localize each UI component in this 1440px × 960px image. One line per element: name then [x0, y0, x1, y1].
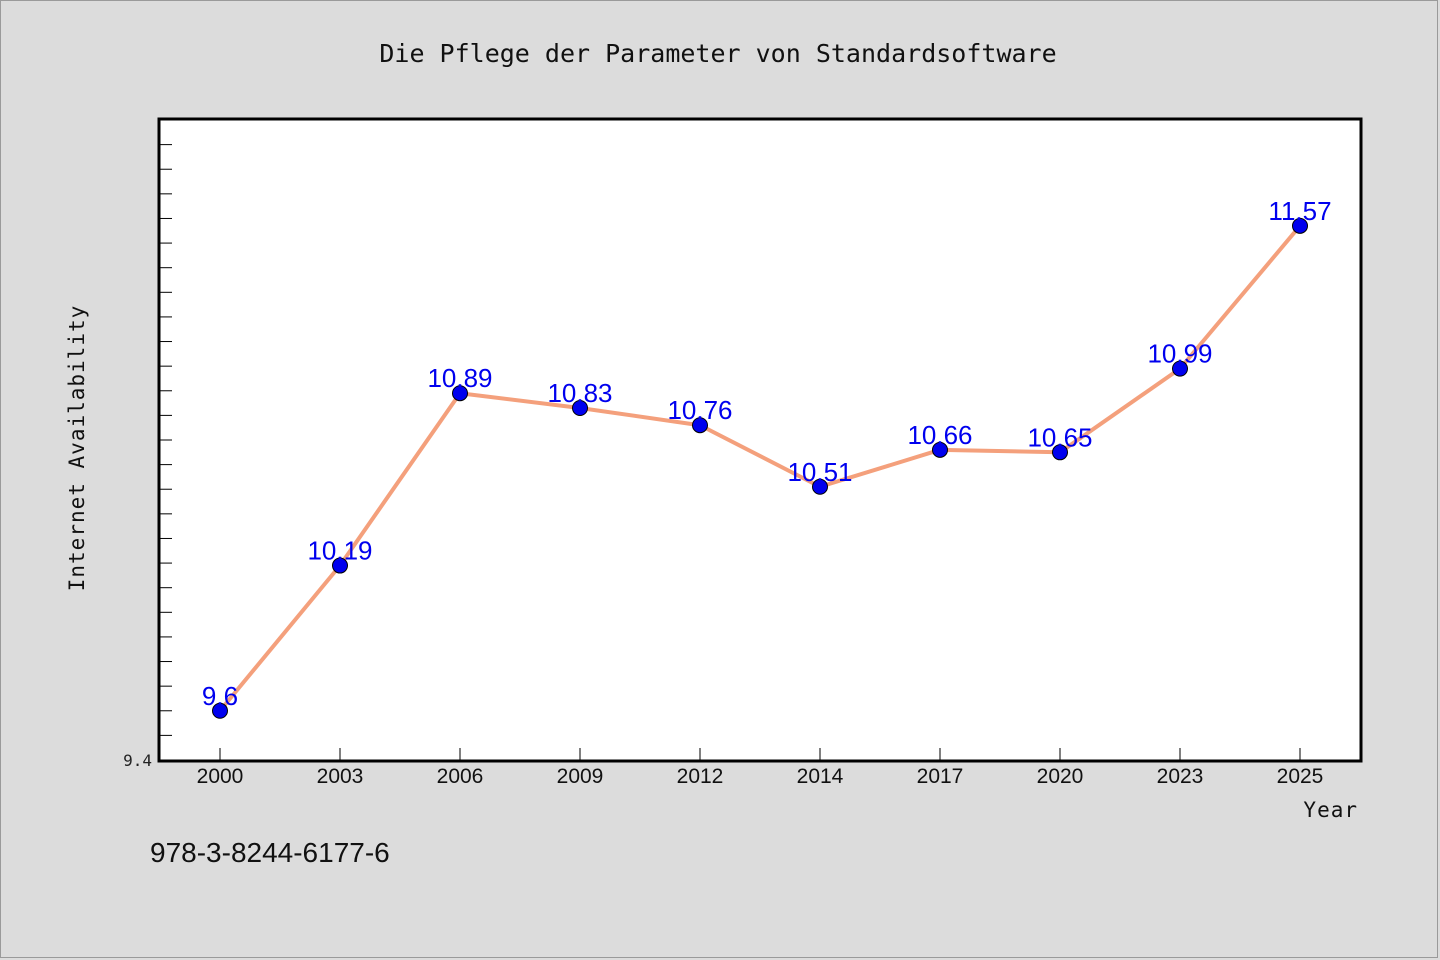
- y-axis-ticks: 9.4: [123, 144, 172, 770]
- x-tick-label: 2023: [1157, 765, 1204, 788]
- x-tick-label: 2014: [797, 765, 844, 788]
- x-tick-label: 2006: [437, 765, 484, 788]
- x-tick-label: 2000: [197, 765, 244, 788]
- data-point: [452, 385, 468, 402]
- data-point: [572, 400, 588, 416]
- data-point: [332, 557, 348, 574]
- x-axis-label: Year: [1303, 798, 1358, 822]
- x-tick-label: 2009: [557, 765, 604, 788]
- data-label: 11.57: [1268, 196, 1331, 226]
- data-point: [692, 417, 708, 434]
- series-markers: [212, 217, 1308, 719]
- data-point: [212, 702, 228, 719]
- plot-area: [157, 117, 1363, 763]
- data-labels: 9.6 10.19 10.89 10.83 10.76 10.51 10.66 10.65 10…: [202, 196, 1332, 711]
- series-line: [218, 224, 1302, 713]
- data-label: 10.83: [547, 378, 612, 408]
- data-label: 10.99: [1147, 339, 1212, 369]
- y-tick-label: 9.4: [123, 751, 152, 770]
- x-tick-label: 2020: [1037, 765, 1084, 788]
- data-label: 9.6: [202, 681, 238, 711]
- y-axis-label: Internet Availability: [65, 305, 89, 592]
- data-point: [1052, 444, 1068, 461]
- data-label: 10.65: [1027, 422, 1092, 452]
- x-tick-label: 2003: [317, 765, 364, 788]
- x-tick-label: 2025: [1277, 765, 1324, 788]
- isbn-text: 978-3-8244-6177-6: [150, 837, 390, 868]
- data-label: 10.66: [907, 420, 972, 450]
- data-point: [932, 441, 948, 458]
- data-label: 10.76: [667, 395, 732, 425]
- x-axis-ticks: 2000 2003 2006 2009 2012 2014 2017 2020 2023 2025: [197, 748, 1324, 788]
- x-tick-label: 2012: [677, 765, 724, 788]
- data-point: [1292, 217, 1308, 234]
- x-tick-label: 2017: [917, 765, 964, 788]
- data-point: [1172, 360, 1188, 377]
- series-line-group: [218, 224, 1302, 713]
- data-label: 10.51: [787, 457, 852, 487]
- data-label: 10.89: [427, 363, 492, 393]
- data-point: [812, 478, 828, 495]
- data-label: 10.19: [307, 536, 372, 566]
- chart-title: Die Pflege der Parameter von Standardsof…: [379, 39, 1056, 68]
